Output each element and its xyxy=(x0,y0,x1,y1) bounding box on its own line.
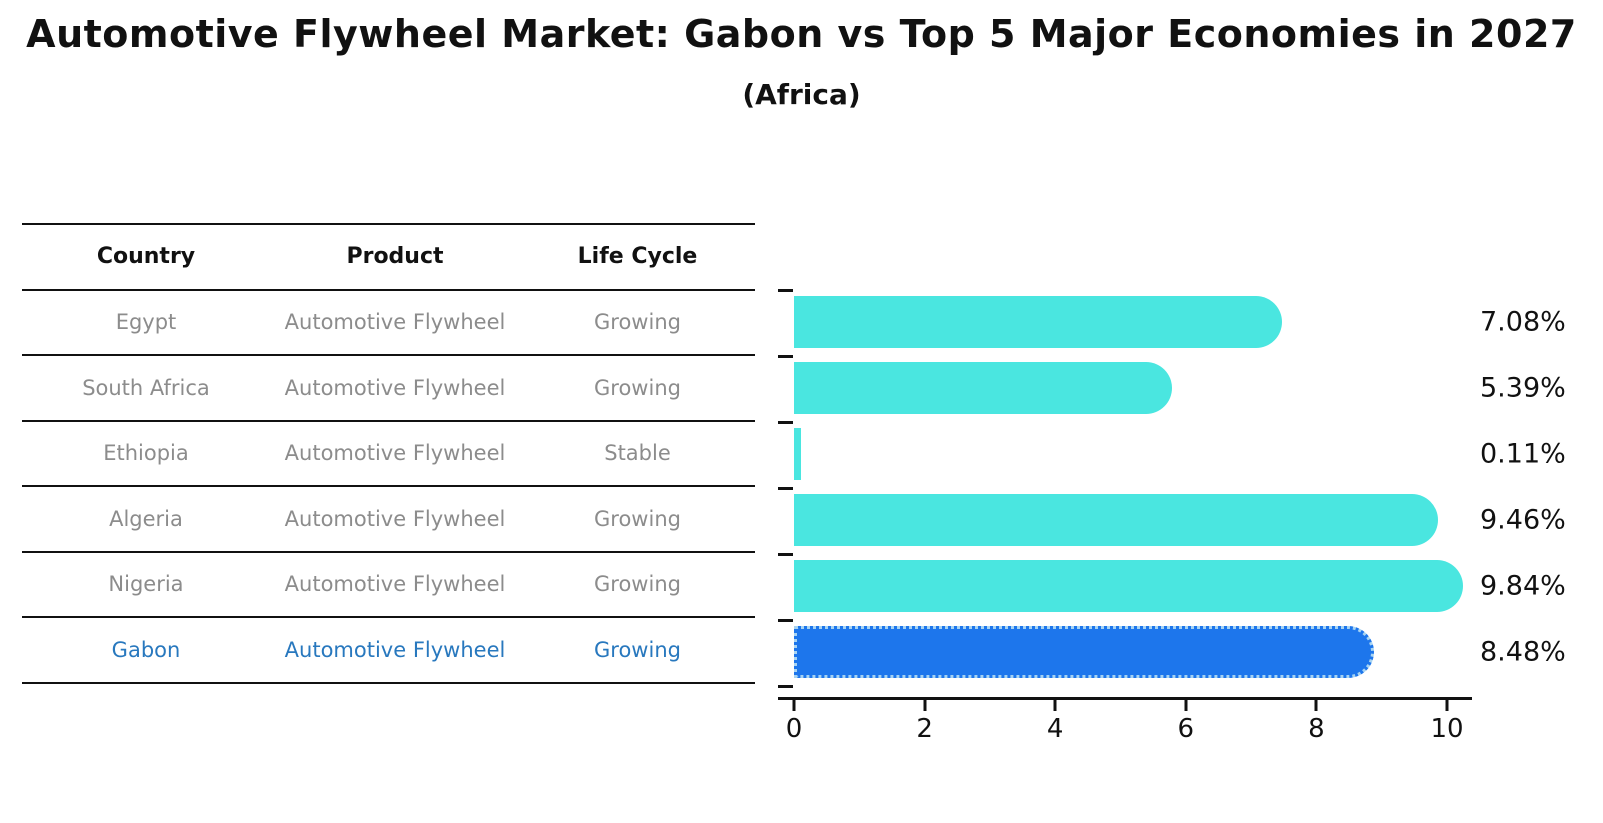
cell-product: Automotive Flywheel xyxy=(284,310,506,335)
y-axis-tick xyxy=(778,421,793,424)
value-label-nigeria: 9.84% xyxy=(1480,570,1566,602)
chart-title: Automotive Flywheel Market: Gabon vs Top… xyxy=(26,12,1577,56)
x-axis-tick xyxy=(792,699,796,711)
bar-gabon xyxy=(794,626,1374,678)
cell-life-cycle: Growing xyxy=(594,375,681,400)
bar-south-africa xyxy=(794,362,1172,414)
bar-egypt xyxy=(794,296,1283,348)
x-axis-tick xyxy=(1314,699,1318,711)
table-row-gabon: Gabon Automotive Flywheel Growing xyxy=(22,618,755,684)
y-axis-tick xyxy=(778,487,793,490)
y-axis-tick xyxy=(778,289,793,292)
y-axis-tick xyxy=(778,553,793,556)
cell-life-cycle: Growing xyxy=(594,310,681,335)
chart-subtitle: (Africa) xyxy=(742,78,861,111)
cell-country: Nigeria xyxy=(108,572,184,597)
x-axis-tick xyxy=(1445,699,1449,711)
table-row-algeria: Algeria Automotive Flywheel Growing xyxy=(22,487,755,553)
x-axis-tick xyxy=(1184,699,1188,711)
country-table: Country Product Life Cycle Egypt Automoti… xyxy=(22,223,755,684)
x-axis-tick xyxy=(1053,699,1057,711)
value-label-algeria: 9.46% xyxy=(1480,504,1566,536)
table-row-south-africa: South Africa Automotive Flywheel Growing xyxy=(22,356,755,422)
bar-algeria xyxy=(794,494,1438,546)
cell-product: Automotive Flywheel xyxy=(284,637,506,662)
cell-product: Automotive Flywheel xyxy=(284,572,506,597)
bar-nigeria xyxy=(794,560,1463,612)
x-axis-tick-label: 6 xyxy=(1177,714,1195,744)
cell-product: Automotive Flywheel xyxy=(284,441,506,466)
cell-life-cycle: Stable xyxy=(604,441,671,466)
x-axis-tick-label: 8 xyxy=(1308,714,1325,744)
value-label-ethiopia: 0.11% xyxy=(1480,438,1566,470)
value-label-egypt: 7.08% xyxy=(1480,306,1566,338)
cell-life-cycle: Growing xyxy=(594,572,681,597)
cell-country: Ethiopia xyxy=(103,441,189,466)
table-row-nigeria: Nigeria Automotive Flywheel Growing xyxy=(22,553,755,618)
column-header-product: Product xyxy=(346,244,444,270)
cell-country: Gabon xyxy=(111,637,181,662)
cell-country: Algeria xyxy=(109,506,183,531)
table-body: Egypt Automotive Flywheel Growing South Afr… xyxy=(22,291,755,684)
value-label-gabon: 8.48% xyxy=(1480,636,1566,668)
cell-product: Automotive Flywheel xyxy=(284,506,506,531)
column-header-life-cycle: Life Cycle xyxy=(577,244,698,270)
bar-ethiopia xyxy=(794,428,802,480)
y-axis-tick xyxy=(778,619,793,622)
cell-life-cycle: Growing xyxy=(594,637,681,662)
x-axis-tick-label: 10 xyxy=(1430,714,1464,744)
value-label-south-africa: 5.39% xyxy=(1480,372,1566,404)
column-header-country: Country xyxy=(96,244,196,270)
x-axis-tick xyxy=(923,699,927,711)
x-axis-line xyxy=(778,697,1472,700)
y-axis-tick xyxy=(778,685,793,688)
cell-life-cycle: Growing xyxy=(594,506,681,531)
table-row-egypt: Egypt Automotive Flywheel Growing xyxy=(22,291,755,356)
cell-country: South Africa xyxy=(82,375,210,400)
x-axis-tick-label: 2 xyxy=(916,714,933,744)
cell-country: Egypt xyxy=(115,310,177,335)
x-axis-tick-label: 4 xyxy=(1046,714,1064,744)
cell-product: Automotive Flywheel xyxy=(284,375,506,400)
y-axis-tick xyxy=(778,355,793,358)
table-header-row: Country Product Life Cycle xyxy=(22,225,755,291)
table-row-ethiopia: Ethiopia Automotive Flywheel Stable xyxy=(22,422,755,487)
x-axis-tick-label: 0 xyxy=(785,714,803,744)
